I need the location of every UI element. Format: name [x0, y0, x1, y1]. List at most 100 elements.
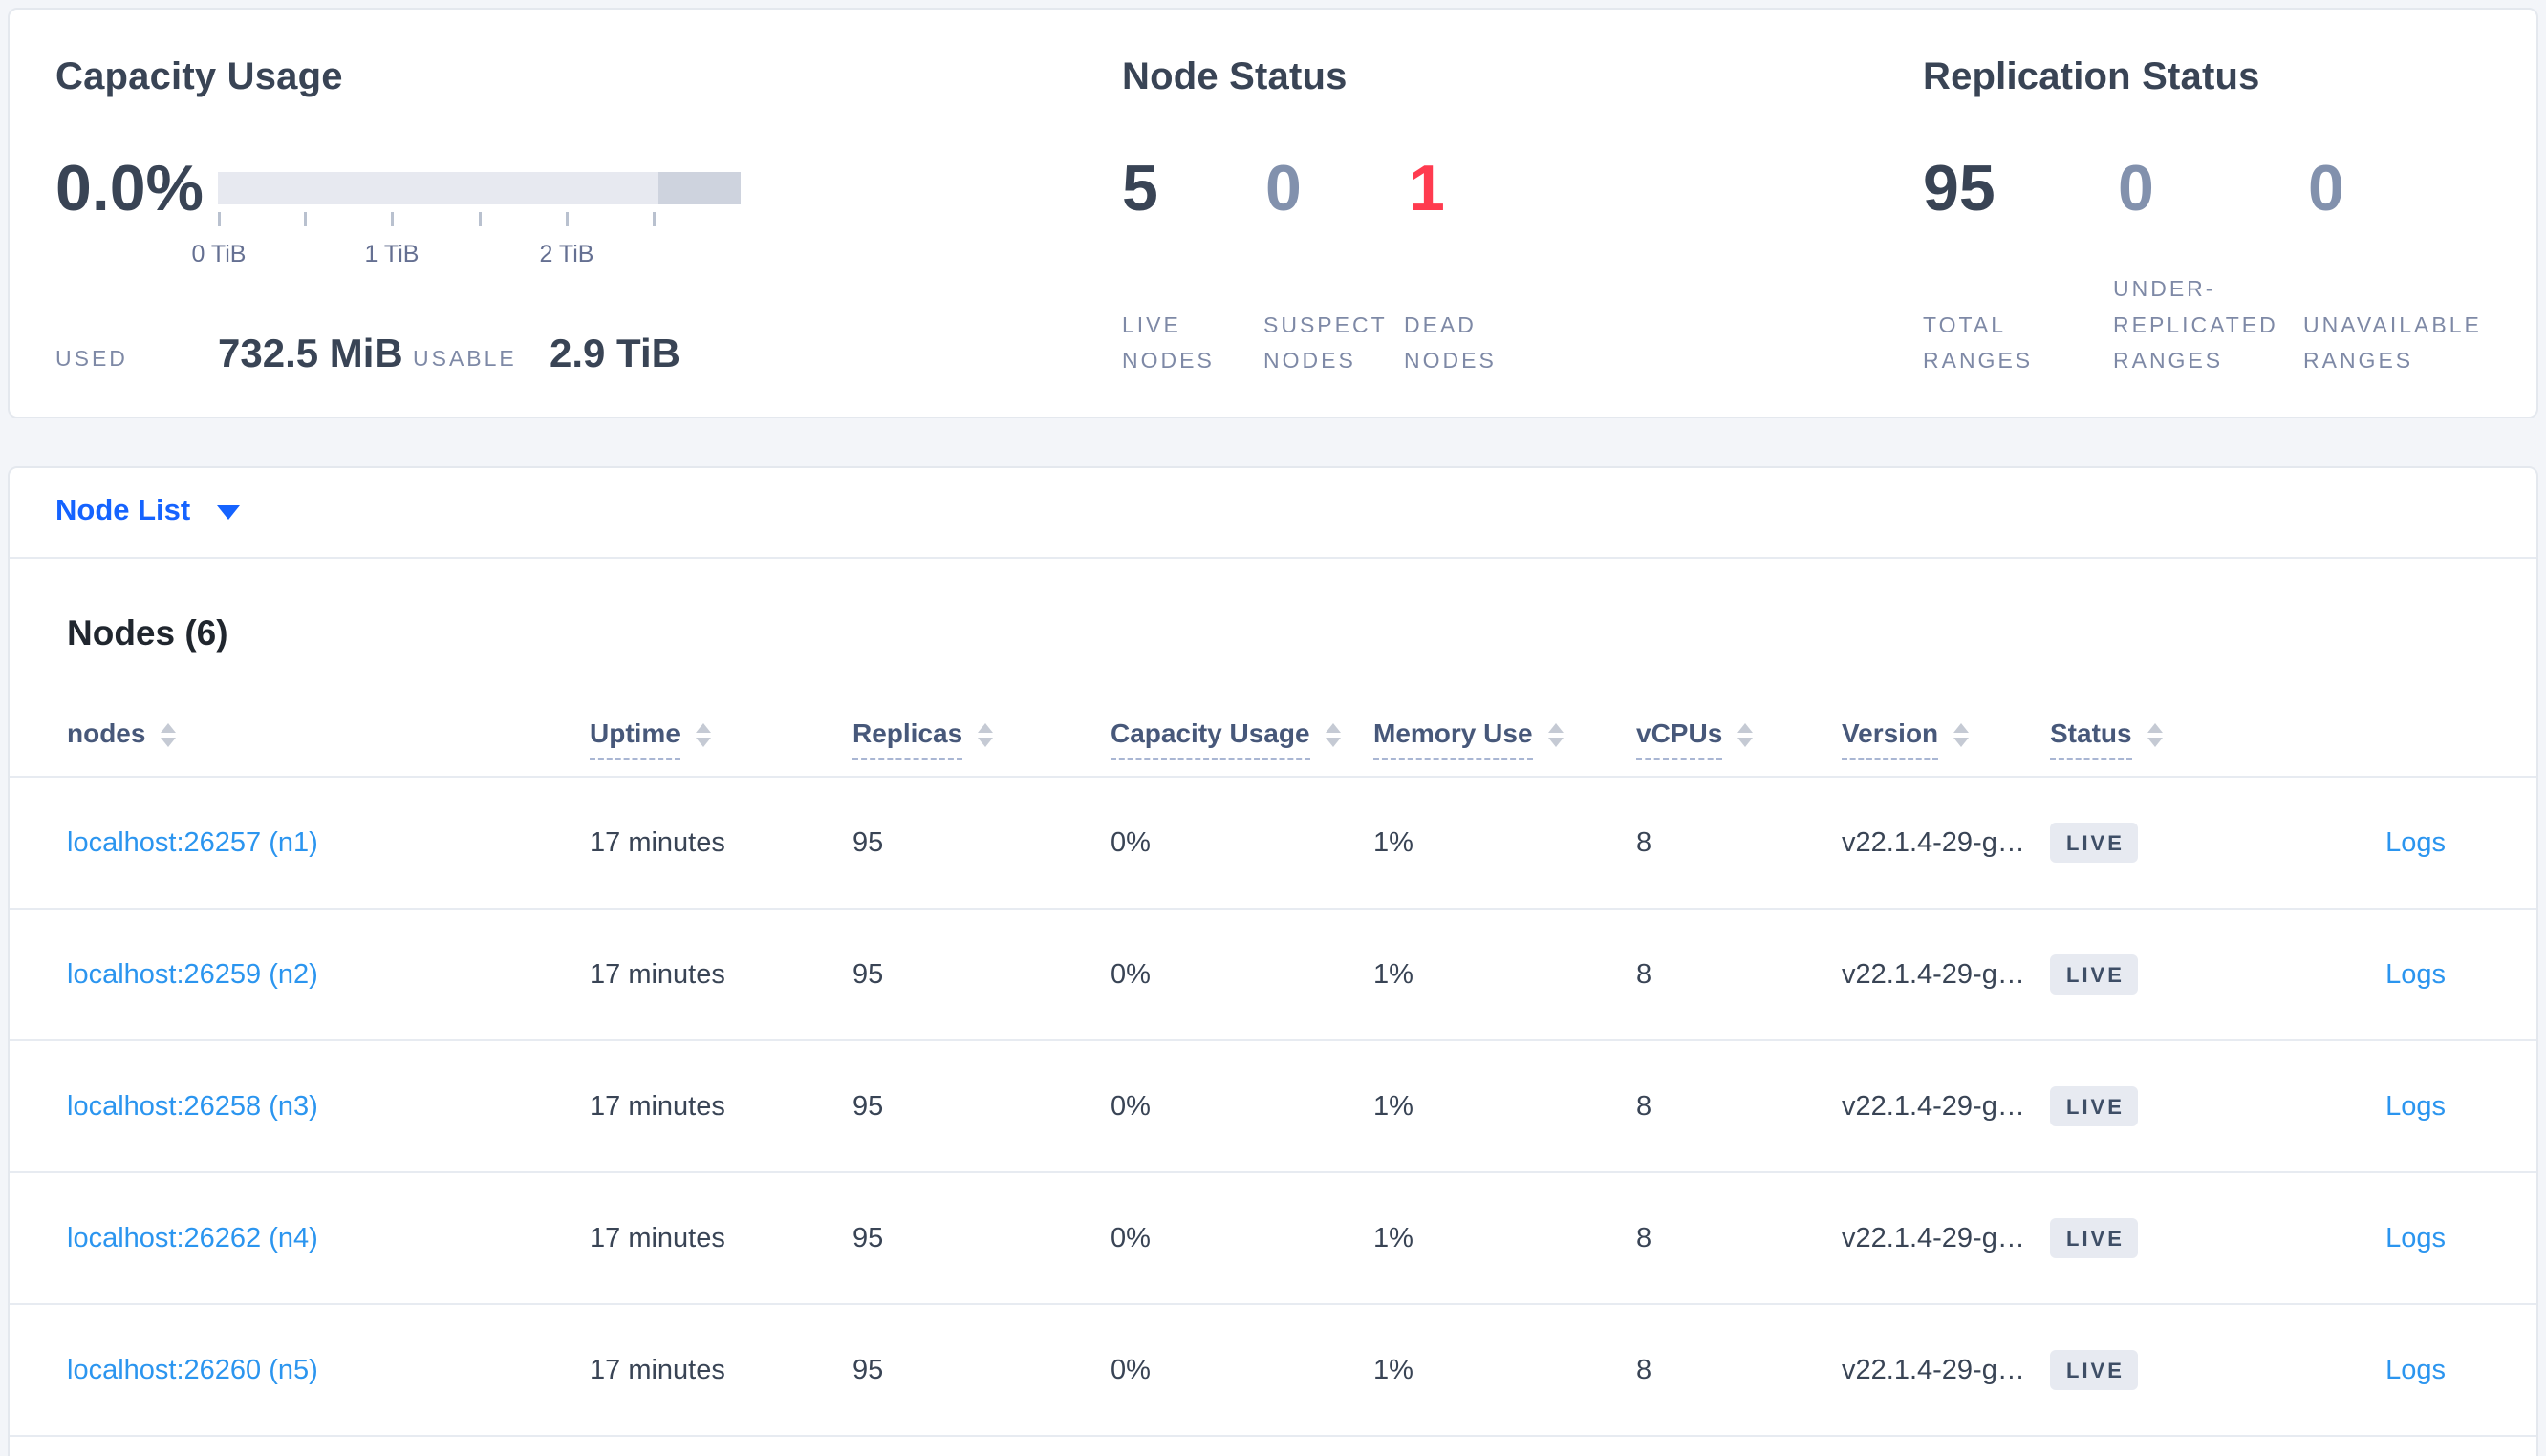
- version-cell: v22.1.4-29-g…: [1842, 1354, 2025, 1385]
- node-address-link[interactable]: localhost:26260 (n5): [67, 1354, 318, 1385]
- sort-icon: [1547, 723, 1564, 747]
- version-cell: v22.1.4-29-g…: [1842, 826, 2025, 858]
- logs-link[interactable]: Logs: [2385, 1354, 2446, 1385]
- total-ranges-label: TOTAL RANGES: [1923, 311, 2034, 373]
- under-replicated-ranges-label: UNDER- REPLICATED RANGES: [2113, 276, 2278, 373]
- capacity-bar-tail-segment: [658, 172, 741, 204]
- node-address-link[interactable]: localhost:26259 (n2): [67, 958, 318, 990]
- column-header-capacity-usage[interactable]: Capacity Usage: [1111, 718, 1341, 760]
- dead-nodes-count: 1: [1409, 152, 1445, 225]
- capacity-used-value: 732.5 MiB: [218, 331, 403, 375]
- uptime-cell: 17 minutes: [590, 826, 725, 858]
- unavailable-ranges-label: UNAVAILABLE RANGES: [2303, 311, 2482, 373]
- node-status-title: Node Status: [1122, 55, 1348, 97]
- replicas-cell: 95: [852, 1222, 884, 1253]
- node-list-panel: Node List Nodes (6) nodes Uptime Replica…: [8, 466, 2538, 1456]
- logs-link[interactable]: Logs: [2385, 1222, 2446, 1253]
- sort-icon: [1325, 723, 1341, 747]
- total-ranges-count: 95: [1923, 152, 1996, 225]
- logs-link[interactable]: Logs: [2385, 958, 2446, 990]
- status-badge: LIVE: [2050, 1218, 2138, 1258]
- replicas-cell: 95: [852, 958, 884, 990]
- table-row: localhost:26258 (n3) 17 minutes 95 0% 1%…: [10, 1041, 2536, 1173]
- table-row: localhost:26259 (n2) 17 minutes 95 0% 1%…: [10, 910, 2536, 1041]
- sort-icon: [978, 723, 994, 747]
- sort-icon: [161, 723, 177, 747]
- dead-nodes-label: DEAD NODES: [1404, 311, 1497, 373]
- version-cell: v22.1.4-29-g…: [1842, 958, 2025, 990]
- axis-tick-label: 1 TiB: [364, 241, 420, 268]
- capacity-usage-cell: 0%: [1111, 958, 1151, 990]
- memory-use-cell: 1%: [1373, 1090, 1413, 1122]
- sort-icon: [1953, 723, 1970, 747]
- table-row: localhost:26262 (n4) 17 minutes 95 0% 1%…: [10, 1173, 2536, 1305]
- suspect-nodes-label: SUSPECT NODES: [1263, 311, 1388, 373]
- replicas-cell: 95: [852, 826, 884, 858]
- version-cell: v22.1.4-29-g…: [1842, 1222, 2025, 1253]
- column-header-nodes[interactable]: nodes: [67, 718, 177, 760]
- suspect-nodes-count: 0: [1265, 152, 1302, 225]
- status-badge: LIVE: [2050, 823, 2138, 863]
- column-header-status[interactable]: Status: [2050, 718, 2163, 760]
- version-cell: v22.1.4-29-g…: [1842, 1090, 2025, 1122]
- memory-use-cell: 1%: [1373, 826, 1413, 858]
- status-badge: LIVE: [2050, 1350, 2138, 1390]
- axis-tick-label: 0 TiB: [191, 241, 247, 268]
- unavailable-ranges-count: 0: [2308, 152, 2344, 225]
- sort-icon: [695, 723, 711, 747]
- node-address-link[interactable]: localhost:26258 (n3): [67, 1090, 318, 1122]
- replicas-cell: 95: [852, 1090, 884, 1122]
- live-nodes-label: LIVE NODES: [1122, 311, 1215, 373]
- capacity-percent-value: 0.0%: [55, 152, 204, 225]
- capacity-used-label: USED: [55, 346, 128, 371]
- column-header-memory-use[interactable]: Memory Use: [1373, 718, 1564, 760]
- memory-use-cell: 1%: [1373, 958, 1413, 990]
- replicas-cell: 95: [852, 1354, 884, 1385]
- logs-link[interactable]: Logs: [2385, 1090, 2446, 1122]
- nodes-table: nodes Uptime Replicas Capacity Usage Mem…: [10, 707, 2536, 1437]
- sort-icon: [1737, 723, 1754, 747]
- column-header-vcpus[interactable]: vCPUs: [1636, 718, 1754, 760]
- live-nodes-count: 5: [1122, 152, 1158, 225]
- column-header-version[interactable]: Version: [1842, 718, 1970, 760]
- nodes-section-heading: Nodes (6): [67, 613, 228, 653]
- table-row: localhost:26260 (n5) 17 minutes 95 0% 1%…: [10, 1305, 2536, 1437]
- column-header-replicas[interactable]: Replicas: [852, 718, 994, 760]
- cluster-summary-panel: Capacity Usage 0.0% 0 TiB 1 TiB 2 TiB US…: [8, 8, 2538, 418]
- caret-down-icon: [217, 505, 241, 520]
- uptime-cell: 17 minutes: [590, 1222, 725, 1253]
- axis-tick: [304, 212, 307, 226]
- table-row: localhost:26257 (n1) 17 minutes 95 0% 1%…: [10, 778, 2536, 910]
- sort-icon: [2147, 723, 2163, 747]
- column-header-uptime[interactable]: Uptime: [590, 718, 711, 760]
- memory-use-cell: 1%: [1373, 1354, 1413, 1385]
- node-address-link[interactable]: localhost:26257 (n1): [67, 826, 318, 858]
- view-selector-row: Node List: [10, 468, 2536, 559]
- axis-tick: [566, 212, 569, 226]
- vcpus-cell: 8: [1636, 1090, 1652, 1122]
- status-badge: LIVE: [2050, 1086, 2138, 1126]
- nodes-table-header-row: nodes Uptime Replicas Capacity Usage Mem…: [10, 707, 2536, 778]
- vcpus-cell: 8: [1636, 958, 1652, 990]
- axis-tick: [218, 212, 221, 226]
- vcpus-cell: 8: [1636, 1354, 1652, 1385]
- node-address-link[interactable]: localhost:26262 (n4): [67, 1222, 318, 1253]
- memory-use-cell: 1%: [1373, 1222, 1413, 1253]
- capacity-axis: 0 TiB 1 TiB 2 TiB: [192, 212, 741, 268]
- replication-status-title: Replication Status: [1923, 55, 2260, 97]
- capacity-usage-cell: 0%: [1111, 1090, 1151, 1122]
- capacity-usable-label: USABLE: [413, 346, 517, 371]
- uptime-cell: 17 minutes: [590, 1354, 725, 1385]
- under-replicated-ranges-count: 0: [2118, 152, 2154, 225]
- capacity-usage-cell: 0%: [1111, 1222, 1151, 1253]
- capacity-usage-title: Capacity Usage: [55, 55, 343, 97]
- node-list-dropdown-label: Node List: [55, 493, 191, 526]
- logs-link[interactable]: Logs: [2385, 826, 2446, 858]
- node-list-dropdown[interactable]: Node List: [55, 493, 241, 527]
- capacity-usage-cell: 0%: [1111, 826, 1151, 858]
- axis-tick: [479, 212, 482, 226]
- capacity-usage-cell: 0%: [1111, 1354, 1151, 1385]
- vcpus-cell: 8: [1636, 1222, 1652, 1253]
- axis-tick: [391, 212, 394, 226]
